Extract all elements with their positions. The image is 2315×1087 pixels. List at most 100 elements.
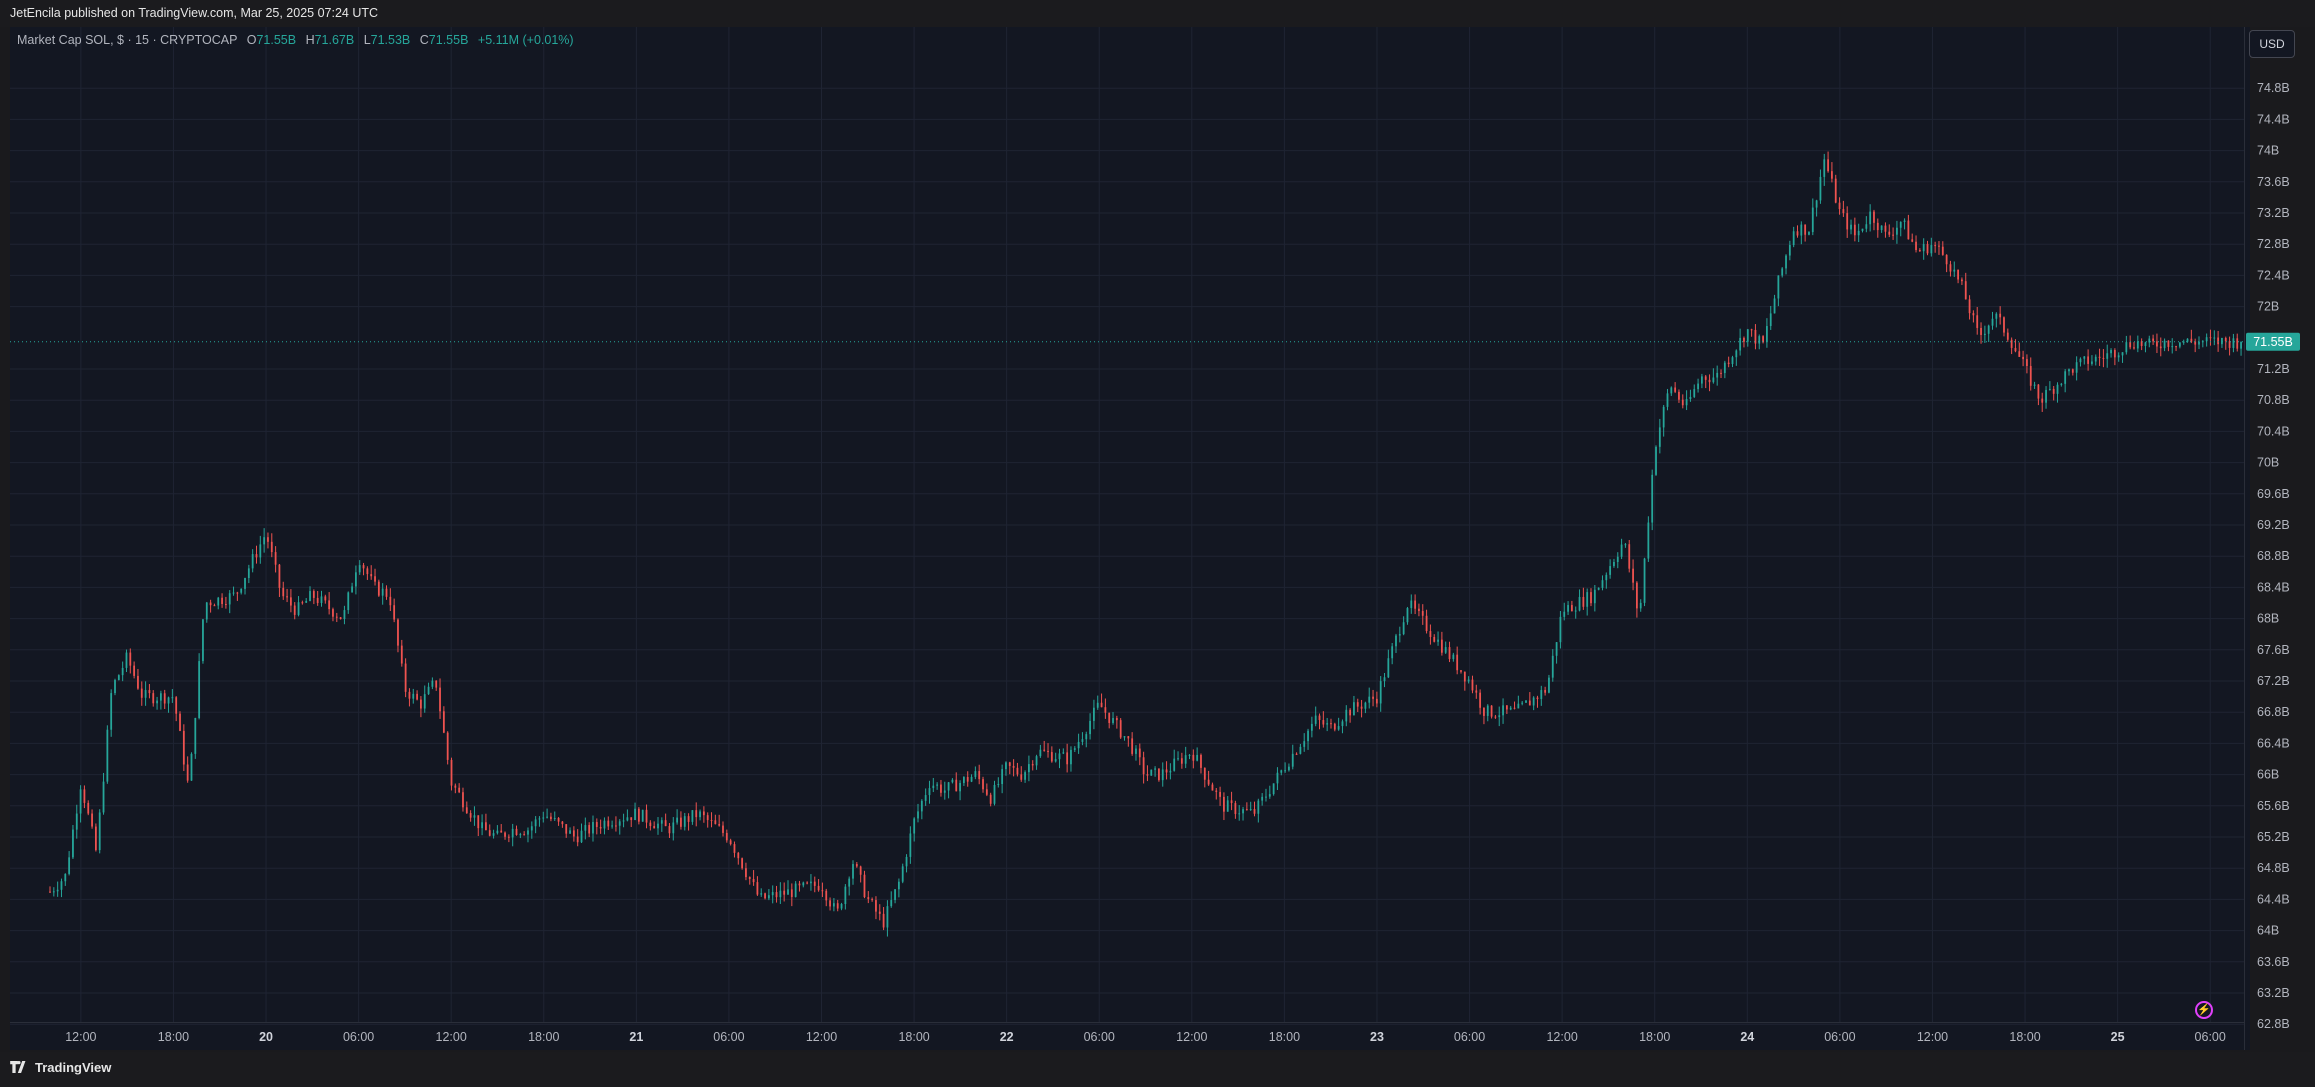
candle-body	[1192, 754, 1195, 761]
candle-body	[2152, 338, 2155, 342]
candle-body	[1551, 655, 1554, 678]
candle-body	[106, 729, 109, 782]
price-tick-label: 72B	[2257, 300, 2279, 314]
candle-body	[1521, 702, 1524, 704]
candle-body	[1364, 702, 1367, 709]
candle-body	[1001, 769, 1004, 785]
candle-body	[159, 693, 162, 701]
candle-body	[767, 895, 770, 899]
candle-body	[863, 874, 866, 898]
candle-body	[1096, 702, 1099, 708]
candle-body	[377, 581, 380, 596]
candle-body	[339, 617, 342, 620]
candle-body	[1888, 231, 1891, 235]
candle-body	[1008, 762, 1011, 766]
price-tick-label: 64.8B	[2257, 861, 2290, 875]
candle-body	[2045, 389, 2047, 403]
candle-body	[1957, 269, 1959, 280]
candle-body	[618, 821, 621, 826]
symbol-label[interactable]: Market Cap SOL, $ · 15 · CRYPTOCAP	[17, 33, 238, 47]
candle-body	[756, 882, 759, 895]
candle-body	[2006, 332, 2009, 340]
price-tick-label: 66.8B	[2257, 705, 2290, 719]
candle-body	[955, 779, 958, 792]
candle-body	[928, 788, 931, 796]
candle-body	[224, 603, 227, 605]
candle-body	[810, 881, 812, 884]
candle-body	[867, 897, 870, 900]
candle-body	[1922, 244, 1925, 252]
candle-body	[2213, 337, 2216, 339]
candle-body	[553, 817, 556, 820]
ohlc-legend: Market Cap SOL, $ · 15 · CRYPTOCAP O71.5…	[17, 33, 574, 47]
candle-body	[890, 900, 893, 907]
candle-body	[1448, 647, 1451, 660]
price-tick-label: 68.4B	[2257, 580, 2290, 594]
candle-body	[1276, 772, 1279, 784]
candle-body	[389, 596, 392, 606]
candle-body	[523, 834, 526, 836]
candle-body	[2171, 346, 2174, 348]
candle-body	[2079, 358, 2082, 363]
candle-body	[301, 602, 304, 604]
candle-body	[488, 830, 491, 836]
candle-body	[1647, 522, 1650, 559]
time-tick-label: 24	[1740, 1030, 1754, 1044]
candle-body	[1368, 696, 1371, 703]
candle-body	[2205, 337, 2208, 342]
candle-body	[687, 816, 690, 822]
candle-body	[1093, 707, 1095, 721]
candle-body	[2144, 342, 2147, 346]
candle-body	[1995, 313, 1998, 319]
candle-body	[2106, 353, 2109, 359]
candle-body	[1483, 707, 1485, 716]
tradingview-logo[interactable]: TradingView	[10, 1060, 111, 1075]
candle-body	[1326, 723, 1329, 725]
candle-body	[978, 771, 981, 780]
candle-body	[1177, 758, 1179, 760]
chart-pane[interactable]	[10, 27, 2250, 1050]
candle-body	[1597, 587, 1600, 590]
candle-body	[1731, 357, 1734, 365]
candle-body	[836, 903, 839, 909]
price-tick-label: 74.4B	[2257, 112, 2290, 126]
candle-body	[110, 693, 113, 730]
candle-body	[2087, 356, 2090, 364]
candle-body	[637, 808, 640, 822]
candle-body	[1628, 544, 1631, 569]
candle-body	[1838, 202, 1841, 210]
candle-body	[259, 544, 262, 558]
candle-body	[202, 619, 204, 662]
candle-body	[290, 597, 292, 606]
candle-body	[1387, 658, 1390, 678]
candle-body	[2175, 346, 2177, 348]
candle-body	[733, 844, 736, 853]
candle-body	[270, 541, 273, 553]
candle-body	[335, 616, 338, 618]
candle-body	[1544, 690, 1547, 693]
candle-body	[2221, 337, 2223, 345]
candle-body	[370, 574, 373, 577]
currency-button[interactable]: USD	[2249, 30, 2295, 58]
candle-body	[1708, 379, 1711, 383]
candle-body	[1081, 739, 1084, 742]
candle-body	[691, 810, 694, 822]
candle-body	[592, 822, 594, 834]
candle-body	[163, 693, 166, 704]
candle-body	[1452, 654, 1455, 660]
candle-body	[821, 890, 824, 892]
price-tick-label: 64B	[2257, 924, 2279, 938]
candle-body	[1926, 244, 1929, 254]
candle-body	[901, 866, 904, 882]
candle-body	[56, 889, 59, 892]
candle-body	[905, 856, 908, 867]
lightning-icon[interactable]: ⚡	[2195, 1001, 2213, 1019]
candle-body	[1758, 336, 1761, 344]
candle-body	[1268, 794, 1271, 797]
candle-body	[1704, 376, 1707, 380]
price-tick-label: 70B	[2257, 456, 2279, 470]
price-tick-label: 66B	[2257, 768, 2279, 782]
candle-body	[1548, 677, 1550, 693]
candle-body	[2091, 361, 2093, 364]
